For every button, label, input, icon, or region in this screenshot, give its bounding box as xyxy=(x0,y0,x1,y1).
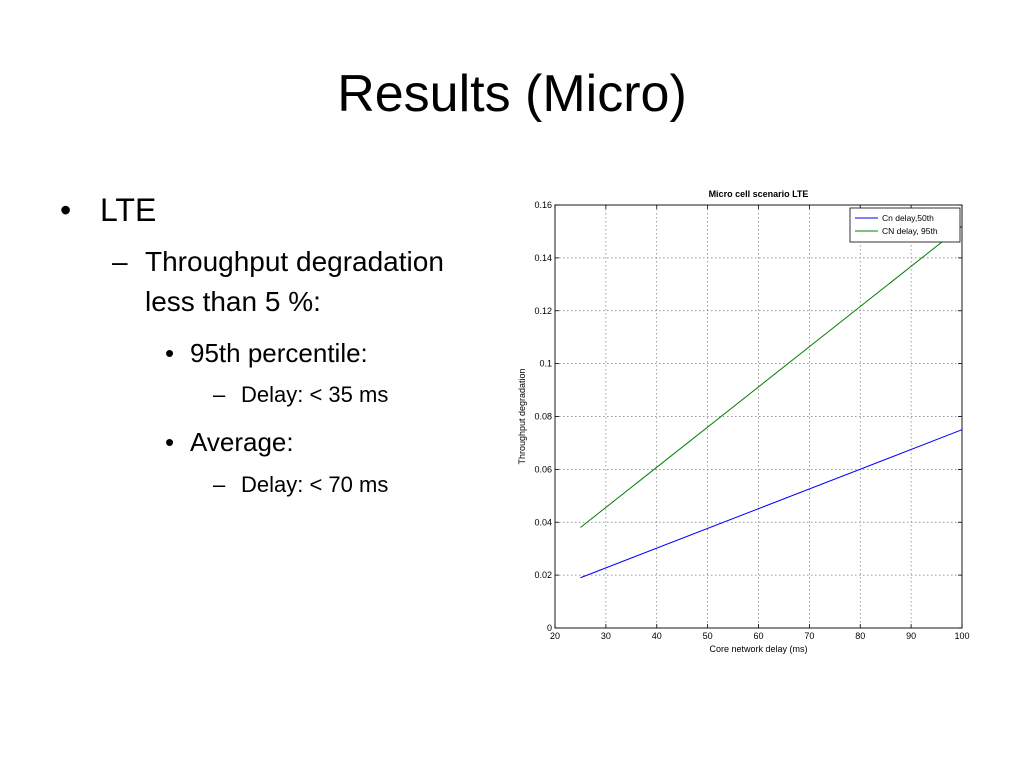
legend-label: Cn delay,50th xyxy=(882,213,934,223)
legend-label: CN delay, 95th xyxy=(882,226,938,236)
bullet-text-delay-70: Delay: < 70 ms xyxy=(241,472,389,497)
x-tick-label: 90 xyxy=(906,631,916,641)
x-tick-label: 20 xyxy=(550,631,560,641)
series-line xyxy=(580,429,963,579)
x-tick-label: 70 xyxy=(804,631,814,641)
y-tick-label: 0.14 xyxy=(534,253,552,263)
bullet-text-average: Average: xyxy=(190,427,294,457)
bullet-marker: • xyxy=(165,427,175,457)
bullet-text-delay-35: Delay: < 35 ms xyxy=(241,382,389,407)
x-tick-label: 60 xyxy=(753,631,763,641)
y-tick-label: 0.08 xyxy=(534,412,552,422)
y-tick-label: 0.1 xyxy=(539,359,552,369)
bullet-marker: • xyxy=(60,192,72,228)
y-axis-label: Throughput degradation xyxy=(517,368,527,464)
bullet-text-less-than: less than 5 %: xyxy=(145,286,321,317)
x-axis-label: Core network delay (ms) xyxy=(709,644,807,654)
bullet-text-lte: LTE xyxy=(100,192,157,228)
legend-box xyxy=(849,207,961,243)
bullet-text-throughput: Throughput degradation xyxy=(145,246,444,277)
bullet-text-95th: 95th percentile: xyxy=(190,338,368,368)
y-tick-label: 0 xyxy=(547,623,552,633)
y-tick-label: 0.12 xyxy=(534,306,552,316)
y-tick-label: 0.04 xyxy=(534,517,552,527)
axes-box xyxy=(554,204,963,629)
y-tick-label: 0.16 xyxy=(534,200,552,210)
bullet-marker: • xyxy=(165,338,175,368)
x-tick-label: 40 xyxy=(652,631,662,641)
series-line xyxy=(580,225,963,528)
slide-title: Results (Micro) xyxy=(337,65,687,123)
line-chart: 20 30 40 50 60 70 80 90 100 0 0.02 0.04 0.06 0.08 0.1 0… xyxy=(517,189,970,654)
chart-title: Micro cell scenario LTE xyxy=(709,189,809,199)
bullet-marker: – xyxy=(213,472,226,497)
bullet-marker: – xyxy=(112,246,128,277)
bullet-marker: – xyxy=(213,382,226,407)
x-tick-label: 100 xyxy=(954,631,969,641)
y-tick-label: 0.06 xyxy=(534,464,552,474)
x-tick-label: 50 xyxy=(703,631,713,641)
x-tick-label: 30 xyxy=(601,631,611,641)
x-tick-label: 80 xyxy=(855,631,865,641)
y-tick-label: 0.02 xyxy=(534,570,552,580)
